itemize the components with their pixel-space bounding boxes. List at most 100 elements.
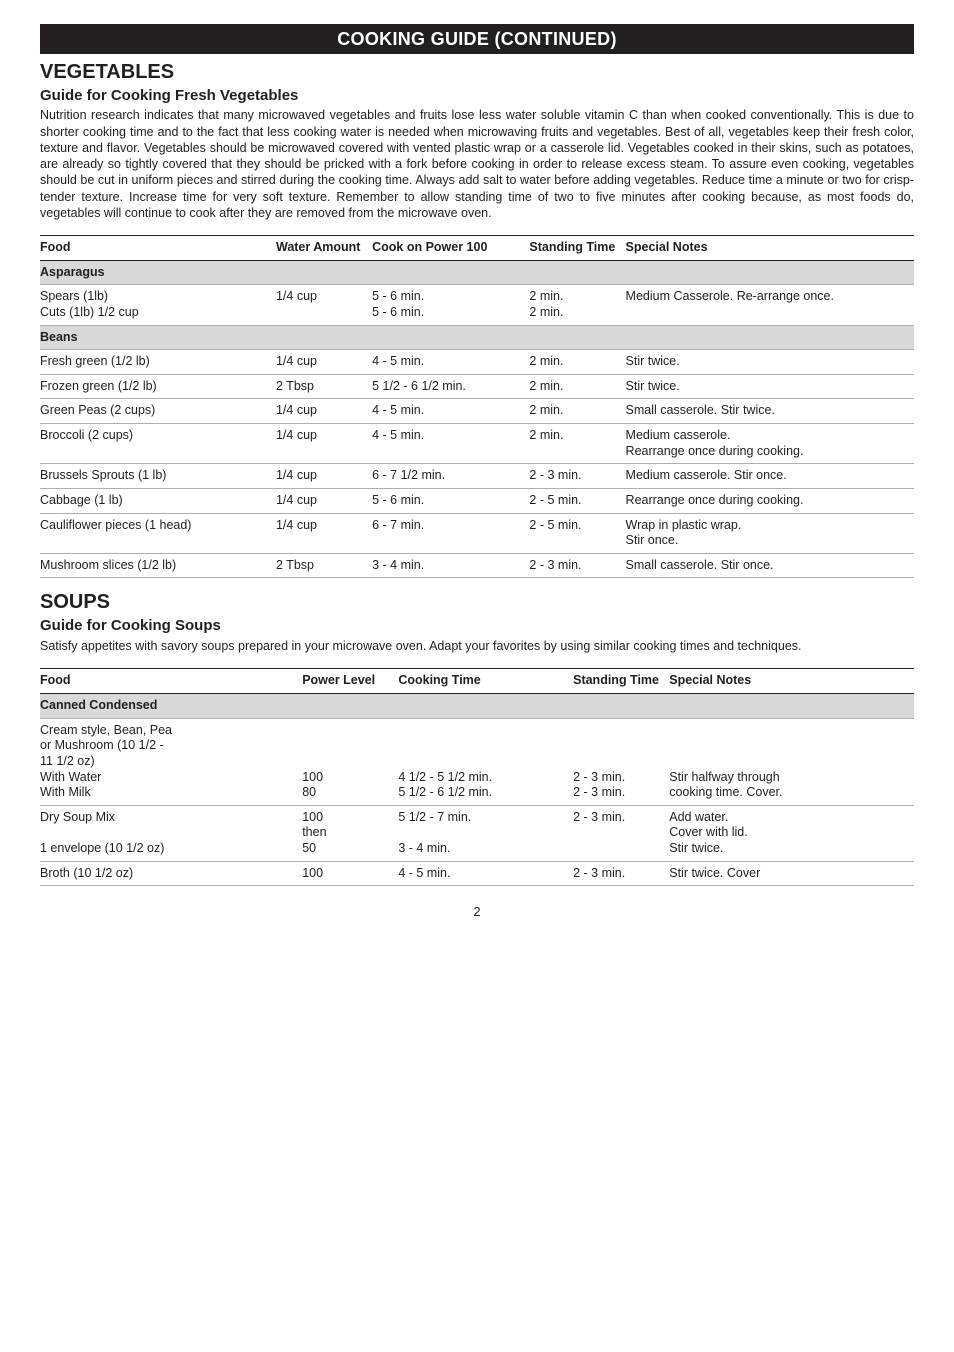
table-cell: Medium Casserole. Re-arrange once. xyxy=(626,285,914,325)
vegetables-title: VEGETABLES xyxy=(40,60,914,85)
table-cell: 4 - 5 min. xyxy=(398,861,573,886)
table-cell: 2 - 3 min.2 - 3 min. xyxy=(573,718,669,805)
table-header-cell: Standing Time xyxy=(529,236,625,261)
table-cell: Add water.Cover with lid.Stir twice. xyxy=(669,805,914,861)
table-cell: Mushroom slices (1/2 lb) xyxy=(40,553,276,578)
table-header-row: FoodWater AmountCook on Power 100Standin… xyxy=(40,236,914,261)
table-row: Cabbage (1 lb)1/4 cup5 - 6 min.2 - 5 min… xyxy=(40,488,914,513)
table-cell: 1/4 cup xyxy=(276,424,372,464)
table-cell: Cream style, Bean, Peaor Mushroom (10 1/… xyxy=(40,718,302,805)
table-cell: 1/4 cup xyxy=(276,350,372,375)
soups-table: FoodPower LevelCooking TimeStanding Time… xyxy=(40,668,914,886)
table-header-cell: Special Notes xyxy=(626,236,914,261)
soups-title: SOUPS xyxy=(40,590,914,615)
table-cell: 3 - 4 min. xyxy=(372,553,529,578)
table-cell: 100then50 xyxy=(302,805,398,861)
vegetables-subtitle: Guide for Cooking Fresh Vegetables xyxy=(40,87,914,106)
table-cell: 2 - 3 min. xyxy=(573,805,669,861)
table-cell: 2 min. xyxy=(529,399,625,424)
table-cell: Broccoli (2 cups) xyxy=(40,424,276,464)
table-cell: 5 - 6 min.5 - 6 min. xyxy=(372,285,529,325)
table-cell: 2 - 3 min. xyxy=(573,861,669,886)
table-row: Broccoli (2 cups)1/4 cup4 - 5 min.2 min.… xyxy=(40,424,914,464)
table-group-cell: Beans xyxy=(40,325,914,350)
table-header-cell: Cook on Power 100 xyxy=(372,236,529,261)
table-cell: 2 Tbsp xyxy=(276,374,372,399)
table-header-cell: Cooking Time xyxy=(398,669,573,694)
table-cell: Dry Soup Mix1 envelope (10 1/2 oz) xyxy=(40,805,302,861)
table-cell: 100 xyxy=(302,861,398,886)
table-cell: 1/4 cup xyxy=(276,513,372,553)
soups-subtitle: Guide for Cooking Soups xyxy=(40,617,914,636)
table-cell: 1/4 cup xyxy=(276,285,372,325)
table-header-cell: Special Notes xyxy=(669,669,914,694)
table-row: Fresh green (1/2 lb)1/4 cup4 - 5 min.2 m… xyxy=(40,350,914,375)
table-cell: Wrap in plastic wrap.Stir once. xyxy=(626,513,914,553)
table-cell: 5 1/2 - 7 min.3 - 4 min. xyxy=(398,805,573,861)
table-cell: Green Peas (2 cups) xyxy=(40,399,276,424)
table-cell: 1/4 cup xyxy=(276,464,372,489)
table-cell: 5 1/2 - 6 1/2 min. xyxy=(372,374,529,399)
table-cell: Small casserole. Stir once. xyxy=(626,553,914,578)
table-cell: Broth (10 1/2 oz) xyxy=(40,861,302,886)
table-cell: Small casserole. Stir twice. xyxy=(626,399,914,424)
table-header-cell: Food xyxy=(40,669,302,694)
table-group-row: Canned Condensed xyxy=(40,694,914,719)
table-cell: 2 min. xyxy=(529,350,625,375)
table-group-cell: Canned Condensed xyxy=(40,694,914,719)
table-header-cell: Standing Time xyxy=(573,669,669,694)
table-cell: 10080 xyxy=(302,718,398,805)
table-cell: Frozen green (1/2 lb) xyxy=(40,374,276,399)
table-row: Cauliflower pieces (1 head)1/4 cup6 - 7 … xyxy=(40,513,914,553)
table-cell: Stir twice. Cover xyxy=(669,861,914,886)
table-header-cell: Water Amount xyxy=(276,236,372,261)
soups-intro: Satisfy appetites with savory soups prep… xyxy=(40,638,914,654)
table-cell: Brussels Sprouts (1 lb) xyxy=(40,464,276,489)
table-cell: 1/4 cup xyxy=(276,399,372,424)
table-header-row: FoodPower LevelCooking TimeStanding Time… xyxy=(40,669,914,694)
vegetables-intro: Nutrition research indicates that many m… xyxy=(40,107,914,221)
table-group-cell: Asparagus xyxy=(40,260,914,285)
page-number: 2 xyxy=(40,904,914,920)
table-cell: Fresh green (1/2 lb) xyxy=(40,350,276,375)
table-cell: 4 - 5 min. xyxy=(372,424,529,464)
table-cell: Medium casserole. Stir once. xyxy=(626,464,914,489)
table-cell: 2 min.2 min. xyxy=(529,285,625,325)
table-cell: 4 1/2 - 5 1/2 min.5 1/2 - 6 1/2 min. xyxy=(398,718,573,805)
table-header-cell: Food xyxy=(40,236,276,261)
table-cell: Medium casserole.Rearrange once during c… xyxy=(626,424,914,464)
table-cell: Spears (1lb)Cuts (1lb) 1/2 cup xyxy=(40,285,276,325)
page-banner: COOKING GUIDE (CONTINUED) xyxy=(40,24,914,54)
table-cell: Stir twice. xyxy=(626,350,914,375)
table-cell: 2 - 3 min. xyxy=(529,464,625,489)
table-cell: 2 min. xyxy=(529,374,625,399)
table-cell: 2 - 5 min. xyxy=(529,488,625,513)
table-row: Spears (1lb)Cuts (1lb) 1/2 cup1/4 cup5 -… xyxy=(40,285,914,325)
table-cell: 2 Tbsp xyxy=(276,553,372,578)
table-row: Cream style, Bean, Peaor Mushroom (10 1/… xyxy=(40,718,914,805)
table-cell: 2 min. xyxy=(529,424,625,464)
table-cell: 4 - 5 min. xyxy=(372,350,529,375)
table-cell: Rearrange once during cooking. xyxy=(626,488,914,513)
vegetables-table: FoodWater AmountCook on Power 100Standin… xyxy=(40,235,914,578)
table-cell: Stir twice. xyxy=(626,374,914,399)
table-cell: 5 - 6 min. xyxy=(372,488,529,513)
table-row: Dry Soup Mix1 envelope (10 1/2 oz)100the… xyxy=(40,805,914,861)
table-row: Mushroom slices (1/2 lb)2 Tbsp3 - 4 min.… xyxy=(40,553,914,578)
table-cell: 6 - 7 min. xyxy=(372,513,529,553)
table-row: Brussels Sprouts (1 lb)1/4 cup6 - 7 1/2 … xyxy=(40,464,914,489)
table-cell: 4 - 5 min. xyxy=(372,399,529,424)
table-group-row: Asparagus xyxy=(40,260,914,285)
table-cell: 6 - 7 1/2 min. xyxy=(372,464,529,489)
table-row: Frozen green (1/2 lb)2 Tbsp5 1/2 - 6 1/2… xyxy=(40,374,914,399)
table-cell: Cabbage (1 lb) xyxy=(40,488,276,513)
table-header-cell: Power Level xyxy=(302,669,398,694)
table-cell: Stir halfway throughcooking time. Cover. xyxy=(669,718,914,805)
table-cell: Cauliflower pieces (1 head) xyxy=(40,513,276,553)
table-group-row: Beans xyxy=(40,325,914,350)
table-row: Broth (10 1/2 oz)1004 - 5 min.2 - 3 min.… xyxy=(40,861,914,886)
table-cell: 2 - 3 min. xyxy=(529,553,625,578)
table-cell: 1/4 cup xyxy=(276,488,372,513)
table-row: Green Peas (2 cups)1/4 cup4 - 5 min.2 mi… xyxy=(40,399,914,424)
table-cell: 2 - 5 min. xyxy=(529,513,625,553)
